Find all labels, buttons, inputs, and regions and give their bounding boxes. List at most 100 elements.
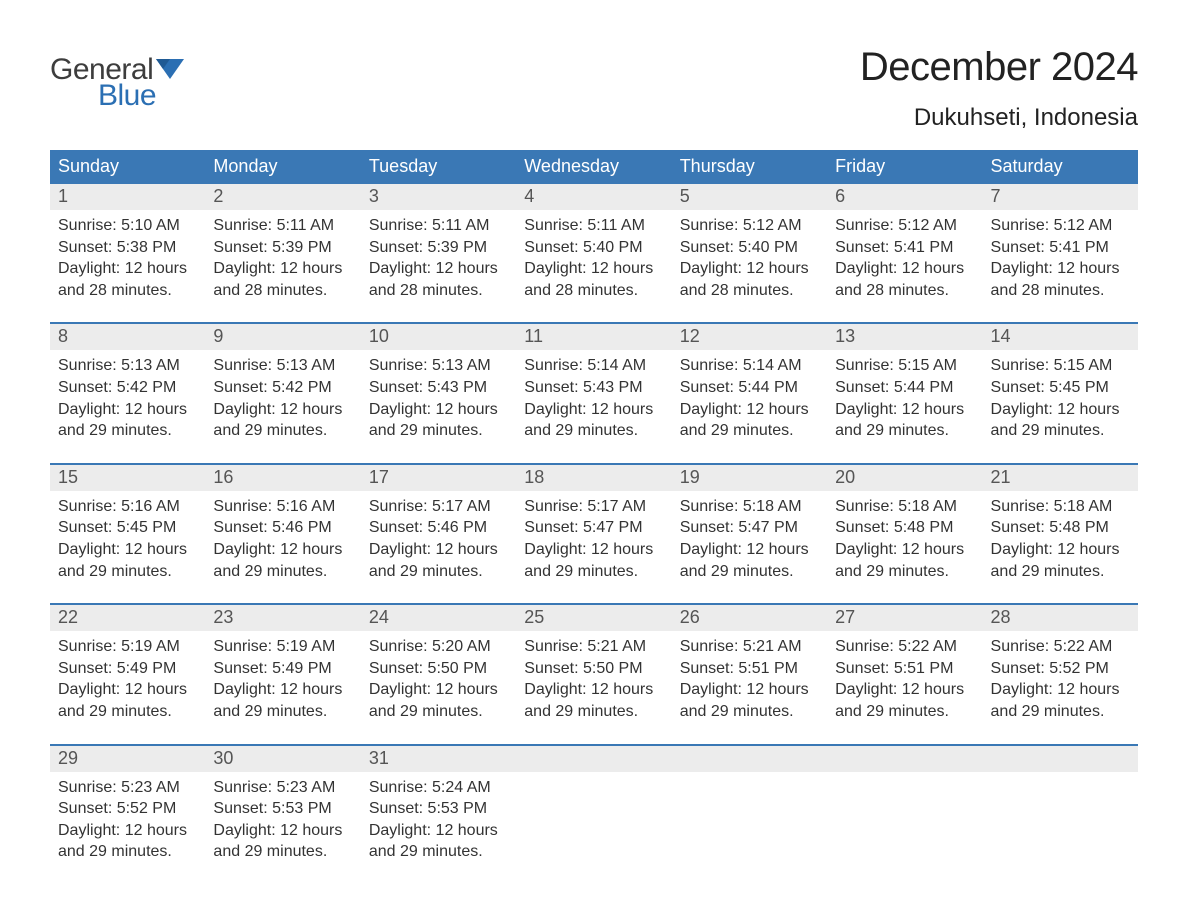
sunrise-line: Sunrise: 5:19 AM xyxy=(58,636,197,658)
day-cell: Sunrise: 5:13 AMSunset: 5:43 PMDaylight:… xyxy=(361,350,516,449)
daylight-line: Daylight: 12 hours xyxy=(991,539,1130,561)
day-number: 7 xyxy=(983,184,1138,210)
daylight-line: and 29 minutes. xyxy=(524,561,663,583)
day-header-thursday: Thursday xyxy=(672,150,827,184)
day-number: 17 xyxy=(361,464,516,491)
daylight-line: Daylight: 12 hours xyxy=(58,399,197,421)
sunset-line: Sunset: 5:53 PM xyxy=(213,798,352,820)
sunrise-line: Sunrise: 5:12 AM xyxy=(835,215,974,237)
sunrise-line: Sunrise: 5:10 AM xyxy=(58,215,197,237)
day-number: 10 xyxy=(361,323,516,350)
daynum-row: 22232425262728 xyxy=(50,604,1138,631)
daylight-line: and 29 minutes. xyxy=(369,701,508,723)
sunrise-line: Sunrise: 5:18 AM xyxy=(835,496,974,518)
calendar-table: Sunday Monday Tuesday Wednesday Thursday… xyxy=(50,150,1138,871)
day-header-monday: Monday xyxy=(205,150,360,184)
daylight-line: and 28 minutes. xyxy=(991,280,1130,302)
daylight-line: Daylight: 12 hours xyxy=(369,258,508,280)
sunrise-line: Sunrise: 5:24 AM xyxy=(369,777,508,799)
daynum-row: 1234567 xyxy=(50,184,1138,210)
day-number: 14 xyxy=(983,323,1138,350)
calendar-body: 1234567Sunrise: 5:10 AMSunset: 5:38 PMDa… xyxy=(50,184,1138,871)
sunset-line: Sunset: 5:47 PM xyxy=(680,517,819,539)
day-cell: Sunrise: 5:11 AMSunset: 5:39 PMDaylight:… xyxy=(205,210,360,309)
sunset-line: Sunset: 5:49 PM xyxy=(58,658,197,680)
day-cell: Sunrise: 5:12 AMSunset: 5:41 PMDaylight:… xyxy=(827,210,982,309)
daylight-line: Daylight: 12 hours xyxy=(213,820,352,842)
day-number: 3 xyxy=(361,184,516,210)
daylight-line: and 29 minutes. xyxy=(369,841,508,863)
sunset-line: Sunset: 5:42 PM xyxy=(58,377,197,399)
sunrise-line: Sunrise: 5:16 AM xyxy=(213,496,352,518)
week-spacer xyxy=(50,590,1138,604)
daylight-line: and 28 minutes. xyxy=(213,280,352,302)
daylight-line: Daylight: 12 hours xyxy=(991,258,1130,280)
daylight-line: Daylight: 12 hours xyxy=(991,399,1130,421)
daylight-line: Daylight: 12 hours xyxy=(835,679,974,701)
daylight-line: and 29 minutes. xyxy=(680,701,819,723)
sunrise-line: Sunrise: 5:11 AM xyxy=(213,215,352,237)
daylight-line: and 28 minutes. xyxy=(835,280,974,302)
day-number: 25 xyxy=(516,604,671,631)
day-number: 22 xyxy=(50,604,205,631)
day-number: 30 xyxy=(205,745,360,772)
sunrise-line: Sunrise: 5:21 AM xyxy=(680,636,819,658)
day-number: 31 xyxy=(361,745,516,772)
day-cell: Sunrise: 5:13 AMSunset: 5:42 PMDaylight:… xyxy=(50,350,205,449)
daylight-line: Daylight: 12 hours xyxy=(835,258,974,280)
daylight-line: and 29 minutes. xyxy=(369,420,508,442)
daylight-line: and 28 minutes. xyxy=(524,280,663,302)
day-number: 24 xyxy=(361,604,516,631)
daylight-line: and 29 minutes. xyxy=(680,561,819,583)
day-number: 2 xyxy=(205,184,360,210)
daylight-line: Daylight: 12 hours xyxy=(213,679,352,701)
day-header-row: Sunday Monday Tuesday Wednesday Thursday… xyxy=(50,150,1138,184)
daylight-line: and 29 minutes. xyxy=(58,841,197,863)
day-cell: Sunrise: 5:14 AMSunset: 5:44 PMDaylight:… xyxy=(672,350,827,449)
day-number: 6 xyxy=(827,184,982,210)
daylight-line: Daylight: 12 hours xyxy=(213,539,352,561)
day-cell: Sunrise: 5:16 AMSunset: 5:46 PMDaylight:… xyxy=(205,491,360,590)
daylight-line: Daylight: 12 hours xyxy=(680,258,819,280)
spacer-cell xyxy=(50,309,1138,323)
daylight-line: and 29 minutes. xyxy=(213,701,352,723)
day-cell: Sunrise: 5:21 AMSunset: 5:50 PMDaylight:… xyxy=(516,631,671,730)
daylight-line: and 28 minutes. xyxy=(58,280,197,302)
daylight-line: and 29 minutes. xyxy=(835,701,974,723)
week-spacer xyxy=(50,309,1138,323)
daylight-line: Daylight: 12 hours xyxy=(524,399,663,421)
sunset-line: Sunset: 5:41 PM xyxy=(835,237,974,259)
day-cell: Sunrise: 5:10 AMSunset: 5:38 PMDaylight:… xyxy=(50,210,205,309)
sunset-line: Sunset: 5:53 PM xyxy=(369,798,508,820)
sunset-line: Sunset: 5:48 PM xyxy=(835,517,974,539)
day-header-tuesday: Tuesday xyxy=(361,150,516,184)
day-cell: Sunrise: 5:18 AMSunset: 5:48 PMDaylight:… xyxy=(827,491,982,590)
sunset-line: Sunset: 5:48 PM xyxy=(991,517,1130,539)
day-cell xyxy=(827,772,982,871)
day-cell: Sunrise: 5:18 AMSunset: 5:48 PMDaylight:… xyxy=(983,491,1138,590)
daylight-line: Daylight: 12 hours xyxy=(58,820,197,842)
day-content-row: Sunrise: 5:13 AMSunset: 5:42 PMDaylight:… xyxy=(50,350,1138,449)
day-cell: Sunrise: 5:15 AMSunset: 5:45 PMDaylight:… xyxy=(983,350,1138,449)
sunset-line: Sunset: 5:52 PM xyxy=(991,658,1130,680)
day-cell: Sunrise: 5:23 AMSunset: 5:53 PMDaylight:… xyxy=(205,772,360,871)
day-number xyxy=(672,745,827,772)
sunrise-line: Sunrise: 5:20 AM xyxy=(369,636,508,658)
daylight-line: Daylight: 12 hours xyxy=(213,399,352,421)
sunset-line: Sunset: 5:50 PM xyxy=(524,658,663,680)
day-number: 5 xyxy=(672,184,827,210)
sunset-line: Sunset: 5:47 PM xyxy=(524,517,663,539)
daylight-line: and 29 minutes. xyxy=(369,561,508,583)
sunrise-line: Sunrise: 5:14 AM xyxy=(524,355,663,377)
day-number: 15 xyxy=(50,464,205,491)
day-number: 29 xyxy=(50,745,205,772)
sunrise-line: Sunrise: 5:16 AM xyxy=(58,496,197,518)
day-cell: Sunrise: 5:12 AMSunset: 5:40 PMDaylight:… xyxy=(672,210,827,309)
daylight-line: and 29 minutes. xyxy=(991,701,1130,723)
sunrise-line: Sunrise: 5:15 AM xyxy=(991,355,1130,377)
day-cell: Sunrise: 5:11 AMSunset: 5:39 PMDaylight:… xyxy=(361,210,516,309)
spacer-cell xyxy=(50,590,1138,604)
daylight-line: and 29 minutes. xyxy=(991,420,1130,442)
daylight-line: Daylight: 12 hours xyxy=(680,399,819,421)
day-number: 11 xyxy=(516,323,671,350)
